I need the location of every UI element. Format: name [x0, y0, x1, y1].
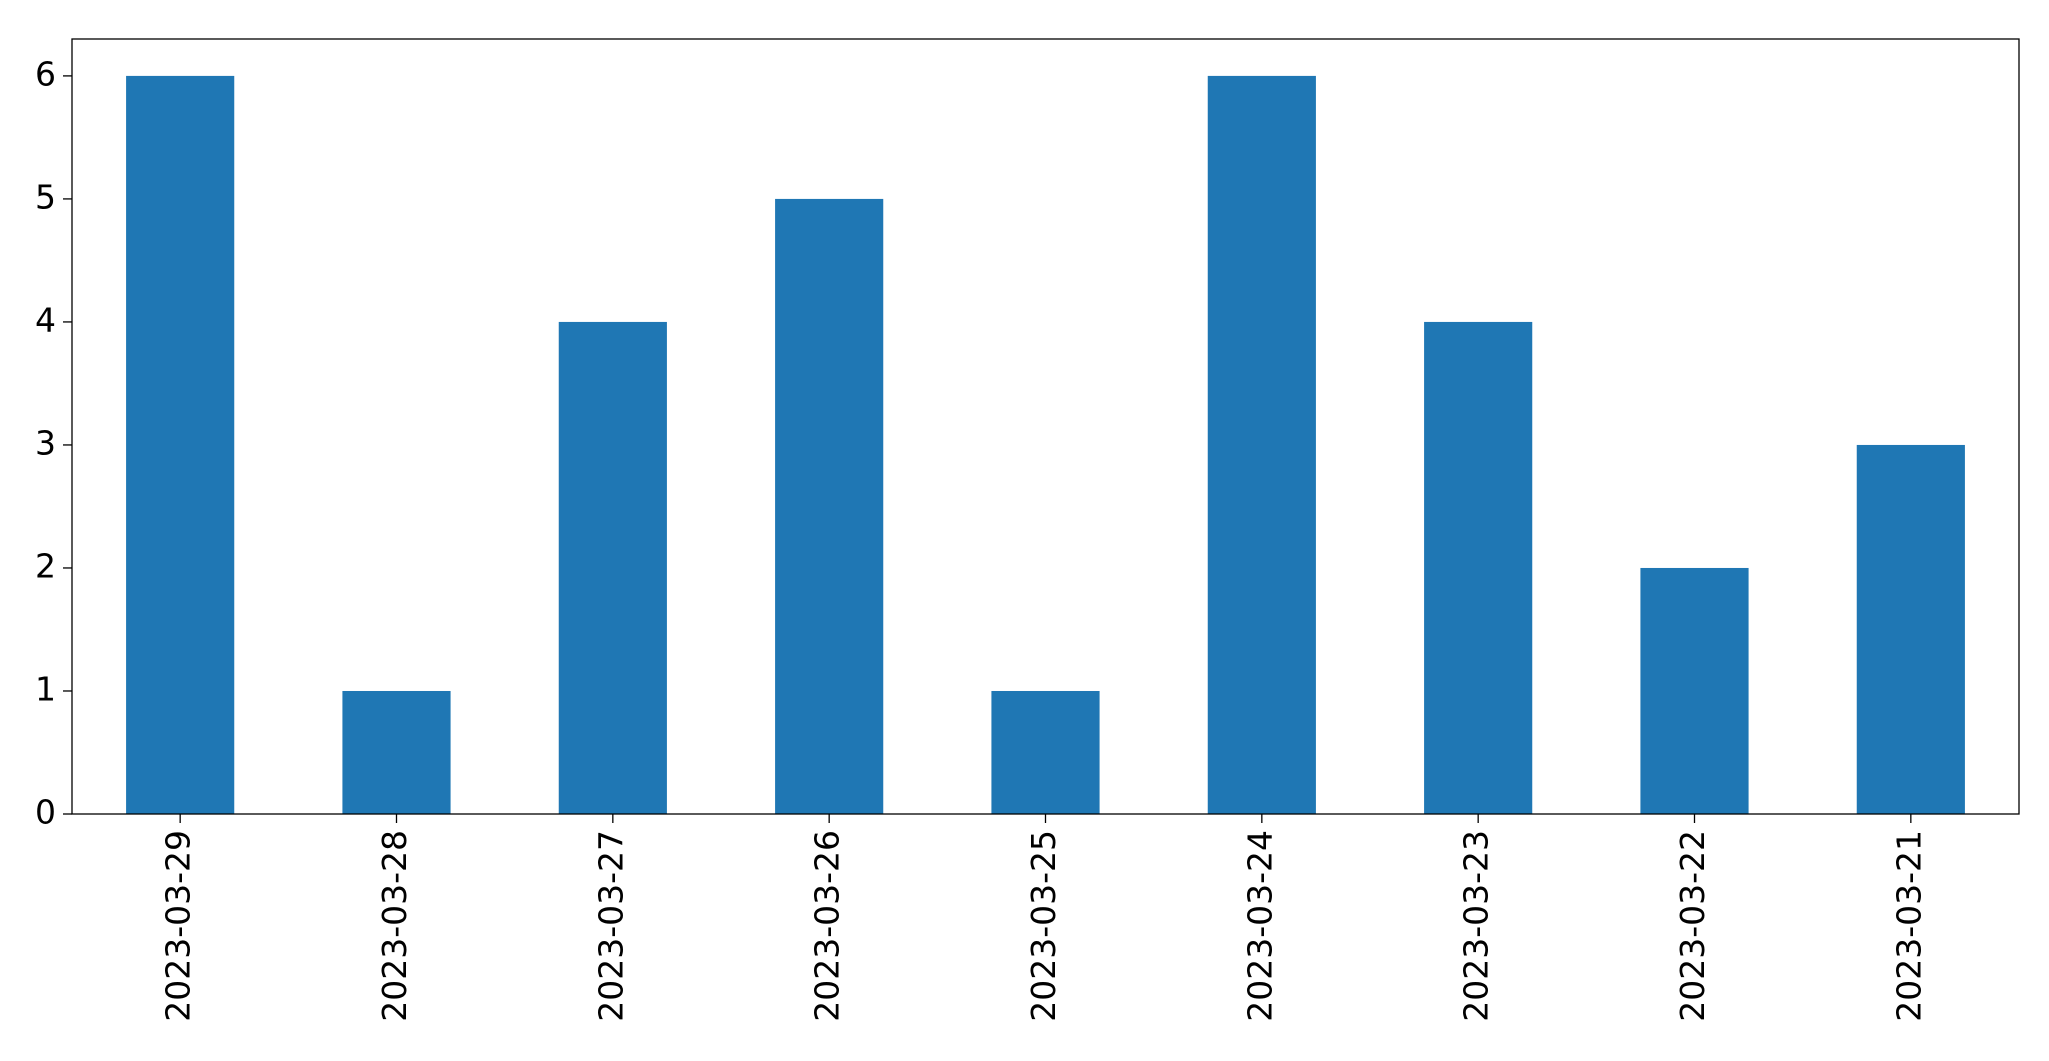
bar — [342, 690, 451, 814]
x-tick-label: 2023-03-22 — [1673, 830, 1712, 1022]
bar — [558, 321, 667, 814]
plot-frame — [71, 38, 2020, 815]
y-tick-label: 4 — [35, 300, 56, 339]
x-tick-label: 2023-03-29 — [159, 830, 198, 1022]
bar — [1640, 567, 1749, 814]
y-tick-label: 3 — [35, 423, 56, 462]
bar — [126, 75, 235, 814]
bar — [775, 198, 884, 814]
bar — [1424, 321, 1533, 814]
y-tick-label: 0 — [35, 793, 56, 832]
x-tick-label: 2023-03-21 — [1889, 830, 1928, 1022]
y-tick-label: 6 — [35, 54, 56, 93]
bar — [1856, 444, 1965, 814]
x-tick-label: 2023-03-24 — [1240, 830, 1279, 1022]
bar — [1207, 75, 1316, 814]
x-tick-label: 2023-03-23 — [1457, 830, 1496, 1022]
x-tick-label: 2023-03-27 — [591, 830, 630, 1022]
bar — [991, 690, 1100, 814]
x-tick-label: 2023-03-25 — [1024, 830, 1063, 1022]
y-tick-label: 5 — [35, 177, 56, 216]
y-tick-label: 2 — [35, 546, 56, 585]
x-tick-label: 2023-03-26 — [808, 830, 847, 1022]
y-tick-label: 1 — [35, 669, 56, 708]
x-tick-label: 2023-03-28 — [375, 830, 414, 1022]
